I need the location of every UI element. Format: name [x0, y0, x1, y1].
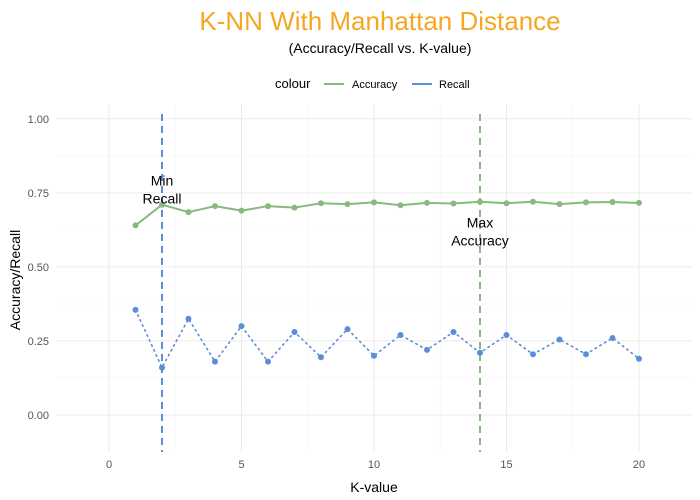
point-recall [318, 354, 324, 361]
point-recall [291, 329, 298, 336]
point-accuracy [556, 201, 563, 208]
point-accuracy [530, 198, 536, 205]
x-tick-label: 15 [500, 459, 512, 471]
point-recall [238, 323, 245, 330]
x-axis-title: K-value [350, 479, 398, 495]
point-accuracy [238, 207, 245, 214]
y-tick-label: 0.25 [28, 336, 49, 348]
point-accuracy [132, 222, 139, 229]
point-accuracy [265, 203, 271, 210]
chart-subtitle: (Accuracy/Recall vs. K-value) [289, 40, 472, 56]
y-tick-label: 1.00 [28, 114, 49, 126]
point-accuracy [424, 199, 430, 206]
point-recall [450, 329, 457, 336]
point-recall [530, 351, 536, 358]
chart-title: K-NN With Manhattan Distance [199, 6, 560, 36]
point-accuracy [185, 209, 192, 216]
y-tick-label: 0.50 [28, 262, 49, 274]
y-tick-label: 0.00 [28, 410, 49, 422]
series-line-recall [134, 309, 640, 370]
legend-title: colour [275, 76, 311, 91]
point-recall [636, 355, 642, 362]
point-accuracy [291, 204, 298, 211]
point-recall [424, 346, 430, 353]
point-accuracy [212, 203, 218, 210]
y-axis-title: Accuracy/Recall [7, 230, 23, 330]
point-accuracy [583, 199, 589, 206]
point-accuracy [344, 201, 351, 208]
annotation-0: Min Recall [143, 172, 182, 206]
y-tick-label: 0.75 [28, 188, 49, 200]
point-recall [503, 332, 510, 339]
point-accuracy [159, 201, 165, 208]
annotation-line: Min [151, 172, 174, 188]
x-tick-label: 20 [633, 459, 645, 471]
point-recall [397, 332, 404, 339]
x-tick-label: 5 [238, 459, 244, 471]
point-accuracy [609, 199, 616, 206]
point-recall [212, 358, 218, 365]
point-recall [556, 336, 563, 343]
series-line-accuracy [134, 200, 640, 227]
point-accuracy [503, 200, 510, 207]
point-recall [371, 352, 377, 359]
point-recall [609, 334, 616, 341]
point-recall [583, 351, 589, 358]
point-recall [185, 315, 192, 322]
point-recall [265, 358, 271, 365]
annotation-line: Max [467, 215, 493, 231]
point-accuracy [450, 200, 457, 207]
legend-label-accuracy: Accuracy [352, 79, 398, 91]
plot-panel: 0 5 10 15 20 0.00 0.25 0.50 0.75 1.00 Min Recall Max… [28, 104, 692, 471]
legend: colour Accuracy Recall [275, 76, 470, 91]
annotation-line: Accuracy [451, 233, 509, 249]
point-recall [159, 364, 165, 371]
x-tick-label: 0 [106, 459, 112, 471]
x-tick-label: 10 [368, 459, 380, 471]
point-accuracy [477, 198, 483, 205]
point-accuracy [318, 200, 324, 207]
point-recall [132, 306, 139, 313]
point-accuracy [371, 199, 377, 206]
point-accuracy [397, 202, 404, 209]
point-accuracy [636, 199, 642, 206]
legend-label-recall: Recall [439, 79, 470, 91]
point-recall [477, 349, 483, 356]
point-recall [344, 326, 351, 333]
annotation-1: Max Accuracy [451, 215, 509, 249]
annotation-line: Recall [143, 191, 182, 207]
